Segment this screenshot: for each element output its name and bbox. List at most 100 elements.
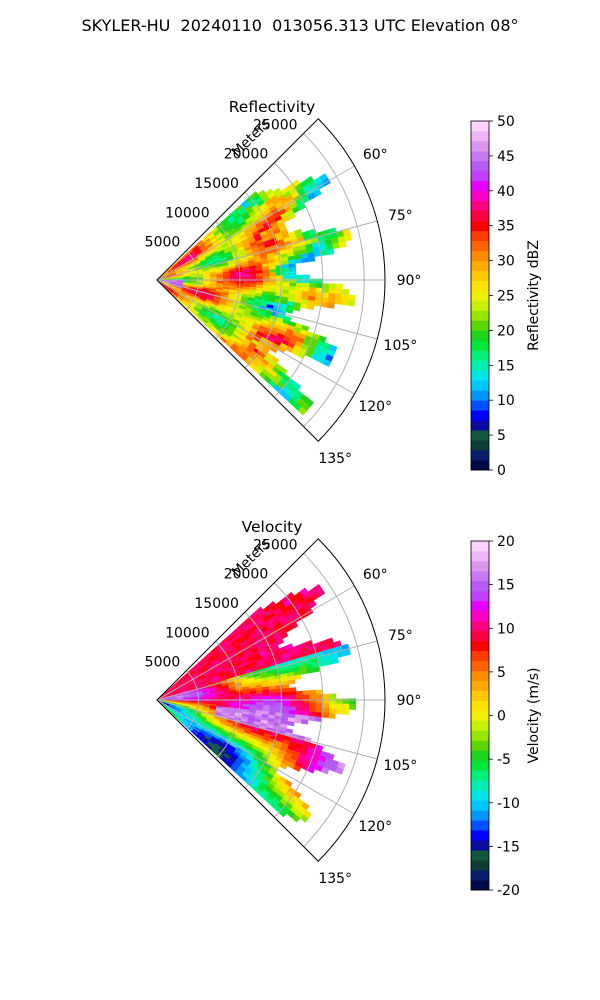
azimuth-tick-label: 120° xyxy=(358,399,392,415)
azimuth-tick-label: 90° xyxy=(397,273,422,289)
colorbar-tick-label: 35 xyxy=(497,219,515,235)
colorbar-swatch xyxy=(471,270,489,281)
range-tick-label: 5000 xyxy=(145,655,181,671)
colorbar-swatch xyxy=(471,720,489,731)
polar-frame xyxy=(156,538,386,862)
azimuth-spoke xyxy=(156,279,355,395)
colorbar-swatch xyxy=(471,340,489,351)
colorbar-swatch xyxy=(471,820,489,831)
range-tick-label: 10000 xyxy=(165,205,210,221)
range-tick-label: 20000 xyxy=(224,567,269,583)
colorbar-swatch xyxy=(471,840,489,851)
colorbar-swatch xyxy=(471,730,489,741)
colorbar-swatch xyxy=(471,800,489,811)
colorbar-swatch xyxy=(471,230,489,242)
colorbar-swatch xyxy=(471,660,489,672)
colorbar-tick-label: 15 xyxy=(497,578,515,594)
colorbar-tick-label: 10 xyxy=(497,393,515,409)
colorbar-swatch xyxy=(471,700,489,711)
colorbar-tick-label: 0 xyxy=(497,463,506,479)
range-tick-label: 15000 xyxy=(194,176,239,192)
colorbar-tick-label: 0 xyxy=(497,709,506,725)
colorbar-tick-label: 15 xyxy=(497,358,515,374)
polar-frame xyxy=(156,118,386,442)
colorbar-swatch xyxy=(471,220,489,232)
colorbar-swatch xyxy=(471,170,489,182)
colorbar-swatch xyxy=(471,130,489,142)
colorbar-swatch xyxy=(471,240,489,252)
figure-title: SKYLER-HU 20240110 013056.313 UTC Elevat… xyxy=(81,16,519,35)
colorbar-swatch xyxy=(471,860,489,871)
colorbar-swatch xyxy=(471,640,489,652)
colorbar-swatch xyxy=(471,300,489,311)
colorbar-tick-label: 5 xyxy=(497,428,506,444)
azimuth-tick-label: 105° xyxy=(384,338,418,354)
colorbar-swatch xyxy=(471,560,489,572)
colorbar-tick-label: 25 xyxy=(497,289,515,305)
colorbar-swatch xyxy=(471,550,489,562)
range-tick-label: 25000 xyxy=(253,117,298,133)
colorbar-tick-label: -5 xyxy=(497,752,511,768)
colorbar-tick-label: 10 xyxy=(497,621,515,637)
azimuth-tick-label: 75° xyxy=(388,208,413,224)
colorbar-swatch xyxy=(471,580,489,592)
colorbar-swatch xyxy=(471,420,489,431)
colorbar-swatch xyxy=(471,620,489,632)
colorbar-swatch xyxy=(471,290,489,301)
azimuth-spoke xyxy=(156,699,355,815)
radar-panel-reflectivity: 5000 10000 15000 20000 25000 60° 75° 90° 105° 120… xyxy=(145,98,542,479)
colorbar-tick-label: 5 xyxy=(497,665,506,681)
azimuth-spoke xyxy=(156,640,378,701)
colorbar-swatch xyxy=(471,250,489,261)
colorbar-swatch xyxy=(471,280,489,291)
range-tick-label: 5000 xyxy=(145,235,181,251)
colorbar-swatch xyxy=(471,680,489,691)
colorbar-swatch xyxy=(471,570,489,582)
range-tick-label: 25000 xyxy=(253,537,298,553)
colorbar-swatch xyxy=(471,121,489,132)
colorbar-swatch xyxy=(471,760,489,771)
colorbar-velocity: -20 -15 -10 -5 0 5 10 15 20 Velocity (m/s) xyxy=(470,534,542,899)
colorbar-swatch xyxy=(471,880,489,891)
colorbar-swatch xyxy=(471,210,489,222)
azimuth-spoke xyxy=(156,220,378,281)
colorbar-swatch xyxy=(471,160,489,172)
colorbar-swatch xyxy=(471,140,489,152)
chart-title: Velocity xyxy=(242,518,303,536)
colorbar-swatch xyxy=(471,850,489,861)
colorbar-tick-label: 50 xyxy=(497,114,515,130)
azimuth-tick-label: 120° xyxy=(358,819,392,835)
colorbar-tick-label: 30 xyxy=(497,254,515,270)
colorbar-swatch xyxy=(471,610,489,622)
colorbar-swatch xyxy=(471,541,489,552)
azimuth-tick-label: 90° xyxy=(397,693,422,709)
colorbar-swatch xyxy=(471,330,489,341)
range-tick-label: 15000 xyxy=(194,596,239,612)
colorbar-label: Velocity (m/s) xyxy=(526,668,542,764)
chart-title: Reflectivity xyxy=(229,98,316,116)
colorbar-swatch xyxy=(471,360,489,371)
colorbar-tick-label: 20 xyxy=(497,534,515,550)
colorbar-tick-label: 40 xyxy=(497,184,515,200)
colorbar-swatch xyxy=(471,740,489,751)
colorbar-swatch xyxy=(471,670,489,681)
range-tick-label: 20000 xyxy=(224,147,269,163)
colorbar-swatch xyxy=(471,400,489,411)
colorbar-label: Reflectivity dBZ xyxy=(526,240,542,351)
colorbar-swatch xyxy=(471,710,489,721)
azimuth-spoke xyxy=(156,165,355,281)
azimuth-tick-label: 135° xyxy=(318,451,352,467)
colorbar-tick-label: -10 xyxy=(497,796,520,812)
velocity-field xyxy=(156,583,357,823)
colorbar-swatch xyxy=(471,390,489,401)
azimuth-tick-label: 105° xyxy=(384,758,418,774)
colorbar-swatch xyxy=(471,320,489,331)
colorbar-swatch xyxy=(471,830,489,841)
colorbar-swatch xyxy=(471,690,489,701)
azimuth-tick-label: 60° xyxy=(363,567,388,583)
colorbar-swatch xyxy=(471,440,489,451)
colorbar-swatch xyxy=(471,590,489,602)
colorbar-swatch xyxy=(471,260,489,271)
colorbar-swatch xyxy=(471,870,489,881)
colorbar-tick-label: 20 xyxy=(497,323,515,339)
